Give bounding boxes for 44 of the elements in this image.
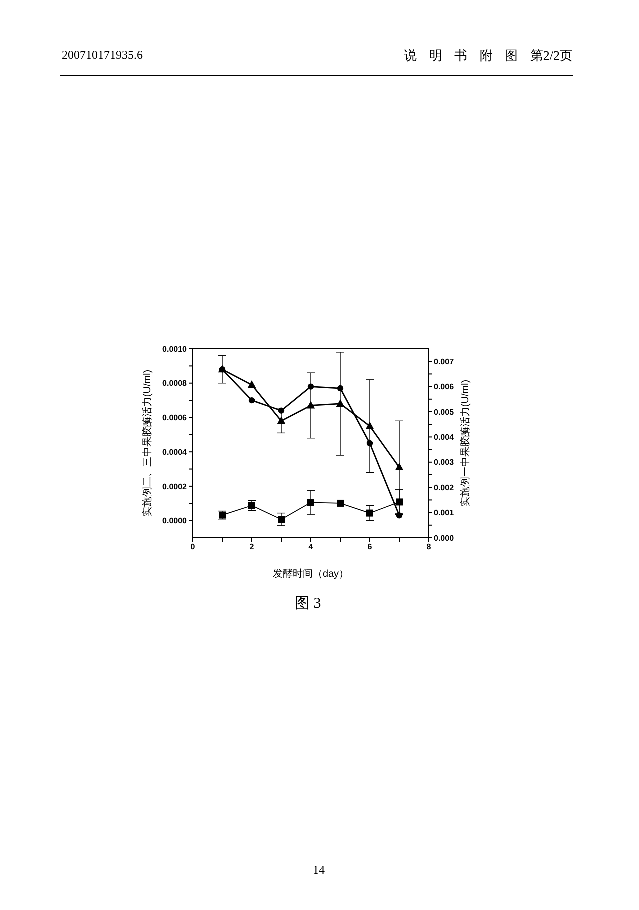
y2-tick-label: 0.004 [434,433,455,442]
point [278,516,285,524]
text: 200710171935.6 [62,48,143,62]
x-tick-label: 0 [190,542,196,552]
text: 14 [313,863,325,878]
point [278,417,286,424]
point [366,510,374,517]
point [248,397,256,404]
y-tick-label: 0.0004 [162,448,188,457]
point [366,422,374,430]
point [307,402,315,409]
point [308,499,314,506]
point [396,464,404,471]
y-tick-label: 0.0000 [162,516,188,526]
y2-tick-label: 0.007 [434,357,455,366]
y2-tick-label: 0.001 [434,508,455,518]
point [337,500,344,507]
y2-tick-label: 0.002 [434,483,455,492]
y2-tick-label: 0.006 [434,382,455,392]
y-axis-title: 实施例二、三中果胶酶活力(U/ml) [142,370,154,518]
caption: 图 3 [295,596,322,612]
y2-tick-label: 0.005 [434,408,455,417]
x-axis-title: 发酵时间（day） [272,568,350,580]
y2-tick-label: 0.000 [434,534,455,543]
x-tick-label: 6 [368,542,373,552]
point [337,385,344,392]
y-tick-label: 0.0008 [162,379,188,388]
point [248,502,256,510]
x-tick-label: 4 [308,542,314,552]
y2-axis-title: 实施例一中果胶酶活力(U/ml) [460,380,472,508]
x-tick-label: 2 [250,542,255,552]
y2-tick-label: 0.003 [434,458,455,468]
text: 说 明 书 附 图 第2/2页 [404,48,573,64]
point [278,408,285,414]
y-tick-label: 0.0010 [162,344,188,354]
point [396,512,403,519]
x-tick-label: 8 [426,542,432,552]
point [248,381,256,388]
y-tick-label: 0.0002 [162,482,188,492]
point [366,440,374,447]
point [336,400,344,407]
point [396,498,403,506]
point [308,384,314,390]
y-tick-label: 0.0006 [162,414,188,423]
